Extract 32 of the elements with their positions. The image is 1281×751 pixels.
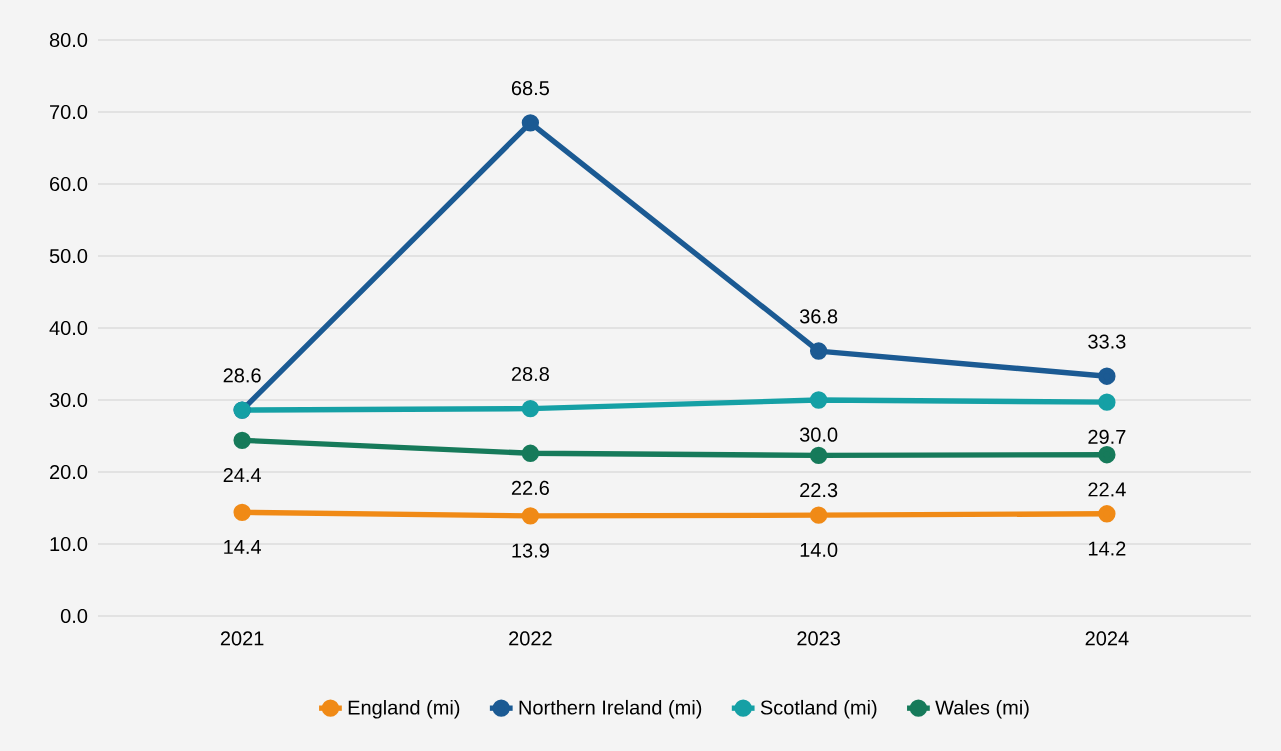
data-label: 22.4: [1088, 482, 1126, 497]
legend-label: England (mi): [348, 699, 460, 719]
data-label: 28.8: [511, 366, 549, 382]
data-label: 29.7: [1088, 429, 1126, 444]
data-label: 22.3: [800, 483, 838, 498]
y-tick-label: 0.0: [60, 608, 88, 624]
legend-label: Scotland (mi): [760, 699, 877, 719]
data-label: 14.4: [224, 540, 262, 554]
data-label: 13.9: [512, 543, 549, 558]
y-tick-label: 20.0: [50, 464, 88, 480]
data-label: 14.0: [800, 542, 838, 557]
data-label: 68.5: [511, 81, 550, 96]
legend-label: Wales (mi): [935, 699, 1029, 719]
data-label: 36.8: [799, 309, 838, 324]
y-tick-label: 10.0: [50, 536, 88, 552]
y-tick-label: 80.0: [49, 32, 88, 48]
y-tick-label: 30.0: [49, 392, 88, 408]
x-tick-label: 2021: [220, 631, 264, 646]
data-label: 33.3: [1088, 334, 1126, 349]
x-tick-label: 2022: [509, 631, 552, 646]
data-label: 24.4: [223, 468, 262, 482]
data-label: 22.6: [511, 480, 549, 496]
data-label: 30.0: [799, 427, 838, 442]
legend-label: Northern Ireland (mi): [519, 699, 702, 719]
data-label: 14.2: [1088, 541, 1126, 556]
data-label: 28.6: [223, 368, 261, 383]
y-tick-label: 60.0: [50, 176, 88, 192]
x-tick-label: 2023: [797, 631, 840, 646]
y-tick-label: 50.0: [49, 248, 88, 264]
y-tick-label: 70.0: [50, 104, 88, 120]
x-tick-label: 2024: [1085, 631, 1129, 646]
y-tick-label: 40.0: [49, 320, 88, 336]
